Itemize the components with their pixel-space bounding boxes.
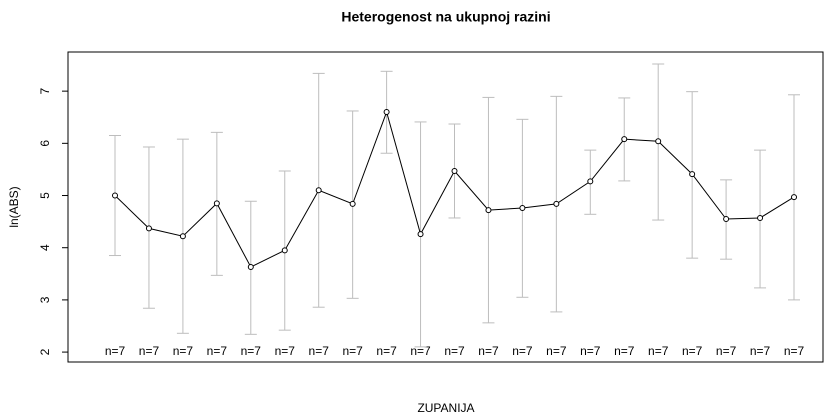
mean-point <box>689 171 696 178</box>
n-label: n=7 <box>478 344 499 358</box>
n-label: n=7 <box>750 344 771 358</box>
mean-point <box>112 192 118 199</box>
mean-point <box>553 200 560 207</box>
n-label: n=7 <box>444 344 465 358</box>
mean-point <box>213 200 220 207</box>
n-label: n=7 <box>241 344 262 358</box>
n-label: n=7 <box>648 344 669 358</box>
n-label: n=7 <box>342 344 363 358</box>
n-label: n=7 <box>716 344 737 358</box>
n-label: n=7 <box>682 344 703 358</box>
y-tick-label: 6 <box>38 140 52 147</box>
mean-point <box>621 136 628 143</box>
y-axis-label: ln(ABS) <box>7 186 21 227</box>
n-label: n=7 <box>105 344 126 358</box>
n-label: n=7 <box>139 344 160 358</box>
mean-point <box>315 187 322 194</box>
n-label: n=7 <box>410 344 431 358</box>
n-label: n=7 <box>580 344 601 358</box>
n-label: n=7 <box>512 344 533 358</box>
y-tick-label: 3 <box>38 296 52 303</box>
mean-point <box>247 264 254 271</box>
y-tick-label: 4 <box>38 244 52 251</box>
mean-point <box>655 138 662 145</box>
n-label: n=7 <box>173 344 194 358</box>
mean-point <box>179 233 186 240</box>
n-label: n=7 <box>309 344 330 358</box>
n-label: n=7 <box>784 344 805 358</box>
mean-point <box>145 225 152 232</box>
mean-point <box>485 207 492 214</box>
y-tick-label: 5 <box>38 192 52 199</box>
mean-point <box>757 214 764 221</box>
mean-point <box>281 247 288 254</box>
n-label: n=7 <box>275 344 296 358</box>
chart-title: Heterogenost na ukupnoj razini <box>341 9 550 25</box>
plot-frame <box>67 51 824 363</box>
mean-point <box>723 216 730 223</box>
mean-point <box>791 194 797 201</box>
n-label: n=7 <box>207 344 228 358</box>
n-label: n=7 <box>546 344 567 358</box>
n-label: n=7 <box>614 344 635 358</box>
mean-point <box>349 200 356 207</box>
mean-point <box>587 178 594 185</box>
mean-point <box>519 205 526 212</box>
x-axis-label: ZUPANIJA <box>417 401 474 415</box>
mean-point <box>417 231 424 238</box>
y-tick-label: 2 <box>38 348 52 355</box>
mean-point <box>383 109 390 116</box>
mean-point <box>451 167 458 174</box>
y-tick-label: 7 <box>38 87 52 94</box>
n-label: n=7 <box>376 344 397 358</box>
